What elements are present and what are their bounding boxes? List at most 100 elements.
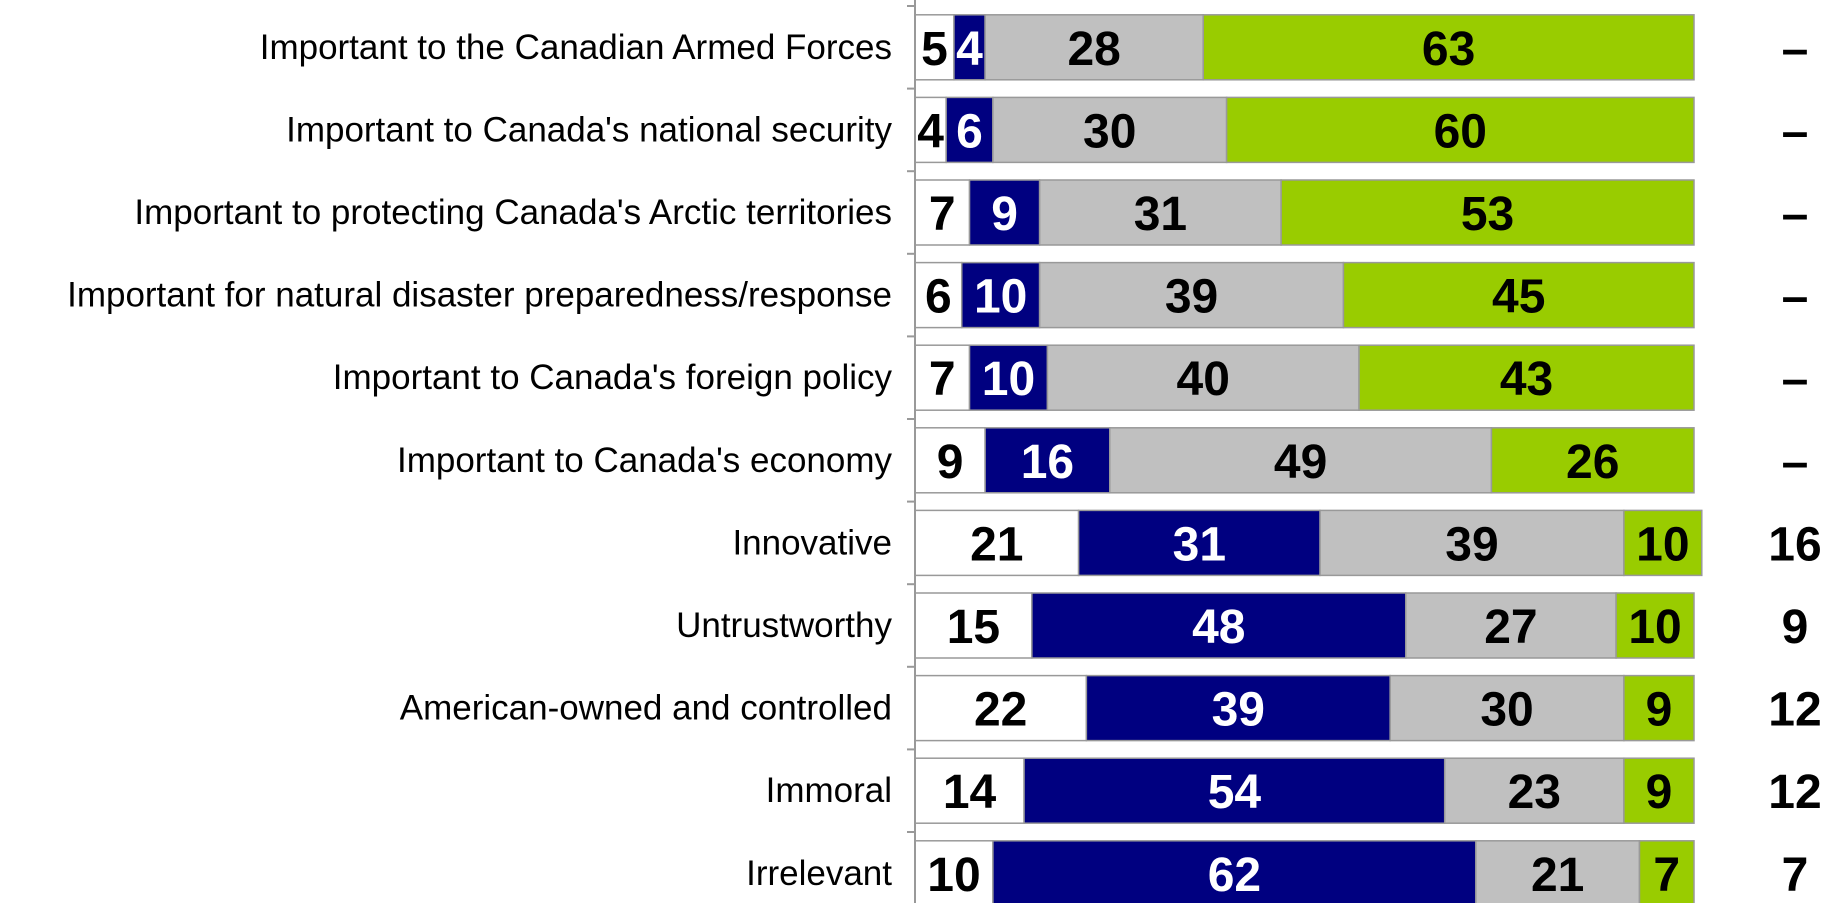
bar-segment [992, 840, 1477, 903]
bar-segment [953, 14, 986, 81]
category-label: Important to the Canadian Armed Forces [260, 28, 892, 67]
value-label: 62 [1208, 849, 1261, 902]
value-label: 48 [1192, 601, 1245, 654]
bar-segment [1623, 757, 1695, 824]
bar-segment [1623, 674, 1695, 742]
bar-segment [1225, 96, 1695, 164]
value-label: 39 [1212, 684, 1265, 737]
value-label: 26 [1566, 436, 1619, 489]
bar-segment [1085, 674, 1391, 742]
value-label: 45 [1492, 271, 1545, 324]
right-column-value: – [1782, 105, 1809, 158]
value-label: 7 [929, 188, 956, 241]
value-label: 40 [1177, 353, 1230, 406]
value-label: 30 [1480, 684, 1533, 737]
value-label: 4 [956, 23, 983, 76]
value-label: 21 [1531, 849, 1584, 902]
bar-segment [1443, 757, 1625, 824]
bar-segment [1623, 509, 1703, 577]
right-column-value: 12 [1768, 684, 1821, 737]
bar-segment [945, 96, 994, 164]
right-column-value: – [1782, 188, 1809, 241]
value-label: 9 [1646, 684, 1673, 737]
category-label: Important to Canada's foreign policy [333, 358, 893, 397]
bar-segment [1109, 427, 1493, 494]
value-label: 30 [1083, 105, 1136, 158]
value-label: 53 [1461, 188, 1514, 241]
right-column-value: 16 [1768, 518, 1821, 571]
right-column-value: 7 [1782, 849, 1809, 902]
value-label: 10 [982, 353, 1035, 406]
bar-segment [1405, 592, 1617, 659]
category-label: Important for natural disaster preparedn… [67, 276, 892, 315]
bar-segment [1046, 344, 1360, 411]
bar-segment [992, 96, 1228, 164]
value-label: 60 [1434, 105, 1487, 158]
bar-segment [1358, 344, 1695, 411]
value-label: 39 [1165, 271, 1218, 324]
value-label: 49 [1274, 436, 1327, 489]
bar-segment [968, 344, 1049, 411]
value-label: 10 [974, 271, 1027, 324]
value-label: 15 [947, 601, 1000, 654]
right-column-value: 12 [1768, 766, 1821, 819]
bar-segment [1615, 592, 1695, 659]
bar-segment [914, 261, 963, 329]
value-label: 5 [921, 23, 948, 76]
category-label: Important to Canada's national security [286, 110, 892, 149]
value-label: 10 [927, 849, 980, 902]
bar-segment [1280, 179, 1695, 246]
bar-segment [914, 757, 1025, 824]
right-column-value: 9 [1782, 601, 1809, 654]
bar-segment [914, 509, 1080, 577]
category-label: Irrelevant [746, 854, 892, 893]
bar-segment [1475, 840, 1641, 903]
bar-segment [1342, 261, 1695, 329]
value-label: 22 [974, 684, 1027, 737]
value-label: 6 [956, 105, 983, 158]
bar-segment [984, 427, 1111, 494]
value-label: 31 [1173, 518, 1226, 571]
right-column-value: – [1782, 353, 1809, 406]
bar-segment [968, 179, 1041, 246]
value-label: 4 [917, 105, 944, 158]
value-label: 9 [1646, 766, 1673, 819]
category-label: Important to protecting Canada's Arctic … [134, 193, 892, 232]
value-label: 16 [1021, 436, 1074, 489]
value-label: 63 [1422, 23, 1475, 76]
value-label: 10 [1636, 518, 1689, 571]
value-label: 54 [1208, 766, 1262, 819]
bar-segment [1490, 427, 1695, 494]
category-label: Untrustworthy [676, 606, 892, 645]
category-label: Important to Canada's economy [397, 441, 893, 480]
value-label: 6 [925, 271, 952, 324]
bar-segment [1023, 757, 1446, 824]
category-label: American-owned and controlled [400, 689, 892, 728]
value-label: 31 [1134, 188, 1187, 241]
bar-segment [914, 592, 1033, 659]
value-label: 7 [929, 353, 956, 406]
value-label: 23 [1508, 766, 1561, 819]
right-column-value: – [1782, 23, 1809, 76]
bar-segment [1319, 509, 1625, 577]
value-label: 9 [991, 188, 1018, 241]
bar-segment [1389, 674, 1625, 742]
category-label: Immoral [766, 771, 892, 810]
value-label: 10 [1628, 601, 1681, 654]
value-label: 7 [1653, 849, 1680, 902]
bar-segment [914, 96, 947, 164]
value-label: 27 [1484, 601, 1537, 654]
value-label: 21 [970, 518, 1023, 571]
bar-segment [960, 261, 1041, 329]
bar-segment [914, 427, 986, 494]
right-column-value: – [1782, 271, 1809, 324]
bar-segment [1638, 840, 1695, 903]
value-label: 43 [1500, 353, 1553, 406]
value-label: 28 [1067, 23, 1120, 76]
value-label: 39 [1445, 518, 1498, 571]
right-column-value: – [1782, 436, 1809, 489]
value-label: 14 [943, 766, 997, 819]
value-label: 9 [937, 436, 964, 489]
category-label: Innovative [732, 523, 892, 562]
